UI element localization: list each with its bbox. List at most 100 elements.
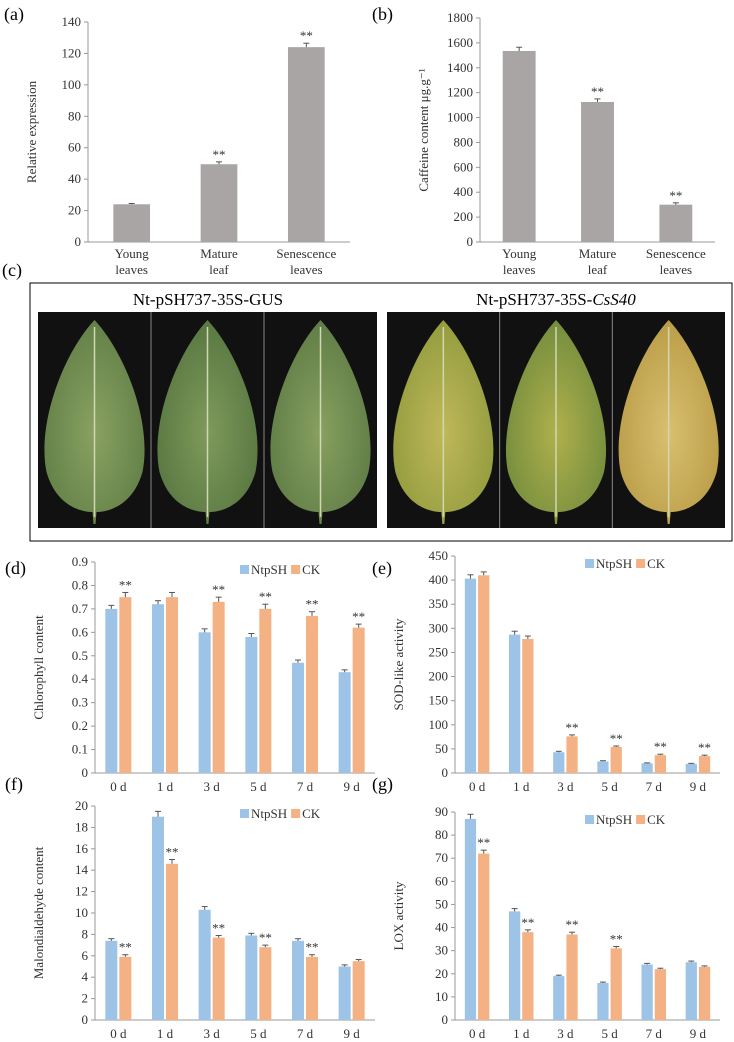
significance-label: ** [119, 940, 132, 955]
bar [597, 983, 609, 1020]
y-axis-title: Relative expression [24, 80, 39, 183]
error-bar [355, 959, 362, 962]
bar [119, 597, 132, 773]
bar [352, 961, 365, 1020]
y-tick-label: 8 [82, 926, 89, 941]
y-tick-label: 60 [68, 140, 81, 155]
x-tick-label: 0 d [110, 1026, 127, 1041]
y-tick-label: 30 [435, 943, 448, 958]
y-tick-label: 800 [454, 134, 474, 149]
error-bar [599, 760, 606, 762]
legend-swatch [636, 815, 646, 824]
error-bar [555, 974, 562, 977]
error-bar [657, 753, 664, 756]
y-tick-label: 80 [68, 108, 81, 123]
legend-swatch [585, 559, 594, 568]
x-tick-label: 7 d [297, 1026, 314, 1041]
bar [502, 50, 536, 242]
significance-label: ** [477, 835, 490, 850]
significance-label: ** [306, 597, 319, 612]
bar [306, 615, 318, 773]
bar [212, 601, 225, 773]
x-tick-label: 0 d [469, 1026, 486, 1041]
x-tick-label: leaves [115, 262, 147, 277]
error-bar [511, 908, 518, 912]
legend-label: CK [647, 812, 666, 827]
legend-swatch [585, 815, 594, 824]
error-bar [216, 161, 222, 165]
error-bar [309, 611, 315, 616]
error-bar [594, 98, 601, 102]
legend-label: CK [302, 562, 321, 577]
error-bar [309, 954, 315, 957]
x-tick-label: Young [502, 246, 537, 261]
error-bar [644, 962, 651, 965]
y-axis-title: Malondialdehyde content [31, 846, 46, 979]
significance-label: ** [566, 720, 579, 735]
error-bar [672, 202, 679, 205]
error-bar [701, 754, 708, 757]
significance-label: ** [566, 917, 579, 932]
x-tick-label: 9 d [344, 1026, 361, 1041]
chart: (a) Relative expression 0 20 40 60 80 100 120 140… [4, 4, 350, 277]
error-bar [599, 981, 606, 984]
significance-label: ** [521, 915, 534, 930]
y-tick-label: 250 [429, 644, 449, 659]
bar [641, 763, 653, 773]
y-tick-label: 1400 [447, 60, 473, 75]
x-tick-label: 0 d [110, 779, 127, 794]
chart: (f) Malondialdehyde content 0 2 4 6 8 10 12 14 16 1… [5, 774, 375, 1041]
significance-label: ** [352, 609, 365, 624]
y-tick-label: 0.6 [72, 624, 89, 639]
legend-swatch [240, 565, 249, 574]
bar [522, 932, 534, 1020]
chart: (e) SOD-like activity 0 50 100 150 200 250 300 35… [372, 548, 720, 794]
error-bar [169, 591, 175, 598]
x-tick-label: 3 d [204, 1026, 221, 1041]
legend-label: NtpSH [251, 562, 287, 577]
error-bar [295, 938, 301, 941]
bar [105, 940, 118, 1020]
y-tick-label: 0.3 [72, 695, 88, 710]
x-tick-label: 5 d [250, 1026, 267, 1041]
y-tick-label: 12 [75, 884, 88, 899]
bar [698, 756, 711, 773]
panel-label: (c) [2, 260, 22, 281]
significance-label: ** [212, 582, 225, 597]
y-axis-title: LOX activity [391, 881, 406, 950]
bar [287, 47, 325, 243]
x-tick-label: leaf [209, 262, 229, 277]
x-tick-label: 1 d [513, 779, 530, 794]
y-tick-label: 60 [435, 873, 448, 888]
bar [581, 102, 614, 242]
error-bar [555, 750, 562, 753]
y-tick-label: 0.5 [72, 648, 88, 663]
x-tick-label: 5 d [601, 1026, 618, 1041]
photo-title: Nt-pSH737-35S-CsS40 [476, 290, 636, 309]
bar [166, 597, 178, 773]
y-tick-label: 20 [435, 966, 448, 981]
legend-swatch [291, 809, 301, 818]
y-tick-label: 350 [429, 596, 449, 611]
error-bar [295, 659, 301, 663]
bar [597, 761, 609, 773]
panel-label: (d) [5, 558, 26, 579]
error-bar [108, 938, 115, 941]
y-tick-label: 140 [62, 14, 82, 29]
x-tick-label: Mature [579, 246, 617, 261]
error-bar [201, 906, 208, 910]
bar [119, 956, 132, 1020]
x-tick-label: Senescence [646, 246, 706, 261]
significance-label: ** [300, 28, 313, 43]
photo-panel: (c) Nt-pSH737-35S-GUS Nt-pSH737-35S-CsS4… [2, 260, 733, 542]
x-tick-label: Senescence [276, 246, 336, 261]
chart: (g) LOX activity 0 10 20 30 40 50 60 70 80 90 0 d ** 1… [372, 774, 720, 1041]
error-bar [201, 628, 208, 633]
error-bar [467, 813, 474, 819]
bar [654, 755, 666, 773]
error-bar [524, 635, 531, 639]
y-tick-label: 1200 [447, 85, 473, 100]
significance-label: ** [306, 940, 319, 955]
error-bar [303, 42, 310, 48]
x-tick-label: 1 d [157, 779, 174, 794]
